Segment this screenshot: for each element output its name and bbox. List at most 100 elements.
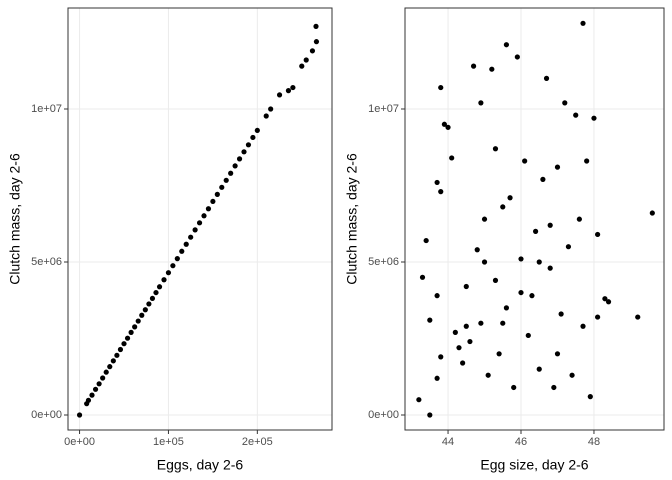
point (485, 372, 491, 378)
point (434, 293, 440, 299)
point (532, 228, 539, 234)
y-axis-title: Clutch mass, day 2-6 (344, 153, 360, 285)
point (89, 392, 95, 398)
point (554, 351, 561, 357)
point (554, 164, 561, 170)
y-tick-label: 5e+06 (31, 256, 62, 268)
point (124, 335, 131, 341)
point (232, 163, 238, 169)
point (245, 142, 252, 148)
point (205, 206, 212, 212)
point (434, 179, 440, 186)
point (416, 397, 422, 403)
point (179, 248, 185, 254)
point (268, 106, 274, 112)
point (518, 256, 524, 262)
x-tick-label: 2e+05 (242, 436, 273, 448)
point (576, 216, 582, 222)
point (241, 149, 247, 155)
point (467, 338, 473, 345)
point (602, 296, 608, 302)
point (507, 195, 513, 201)
x-tick-label: 0e+00 (64, 436, 95, 448)
point (153, 289, 159, 296)
point (478, 320, 484, 326)
point (156, 284, 163, 290)
y-tick-label: 0e+00 (368, 409, 399, 421)
panel-border (404, 7, 665, 431)
point (587, 394, 593, 400)
point (236, 156, 243, 162)
point (438, 354, 444, 360)
point (605, 299, 612, 305)
point (427, 412, 433, 418)
point (196, 220, 203, 226)
point (117, 346, 124, 353)
point (219, 184, 225, 190)
point (452, 329, 458, 335)
point (551, 384, 557, 391)
point (536, 366, 542, 372)
y-tick-label: 1e+07 (31, 103, 62, 115)
point (569, 372, 575, 378)
point (441, 121, 447, 127)
point (438, 189, 444, 195)
point (434, 375, 440, 381)
point (210, 198, 216, 205)
point (107, 364, 113, 370)
point (543, 75, 550, 81)
point (161, 277, 167, 283)
point (263, 113, 269, 119)
point (201, 213, 207, 219)
point (165, 270, 172, 276)
point (449, 155, 455, 161)
point (214, 191, 220, 197)
point (128, 329, 134, 335)
point (170, 263, 176, 269)
point (500, 204, 506, 210)
point (460, 360, 466, 366)
point (427, 317, 433, 323)
y-tick-label: 1e+07 (368, 103, 399, 115)
point (254, 127, 260, 134)
point (100, 375, 106, 381)
point (514, 54, 520, 60)
point (192, 227, 198, 233)
point (595, 314, 601, 320)
point (223, 177, 229, 183)
point (85, 397, 92, 403)
point (635, 314, 641, 320)
point (313, 23, 319, 29)
point (649, 210, 655, 216)
x-tick-label: 46 (515, 436, 527, 448)
point (299, 63, 305, 69)
point (489, 66, 495, 72)
point (188, 234, 194, 240)
point (110, 358, 116, 364)
x-axis-title: Eggs, day 2-6 (157, 457, 244, 473)
x-axis-title: Egg size, day 2-6 (480, 457, 588, 473)
point (529, 293, 535, 299)
point (511, 384, 517, 391)
point (423, 237, 429, 244)
point (228, 170, 234, 176)
point (438, 84, 444, 91)
point (96, 381, 102, 387)
point (500, 320, 506, 326)
point (503, 42, 510, 48)
point (463, 323, 469, 329)
point (419, 274, 426, 280)
point (562, 100, 568, 106)
point (250, 134, 256, 141)
point (481, 259, 488, 265)
point (309, 48, 316, 54)
point (103, 369, 109, 375)
point (474, 247, 480, 253)
y-tick-label: 5e+06 (368, 256, 399, 268)
point (584, 158, 590, 164)
point (313, 39, 320, 45)
point (547, 265, 553, 271)
x-tick-label: 44 (442, 436, 454, 448)
plot-background (405, 8, 664, 430)
point (573, 112, 579, 118)
